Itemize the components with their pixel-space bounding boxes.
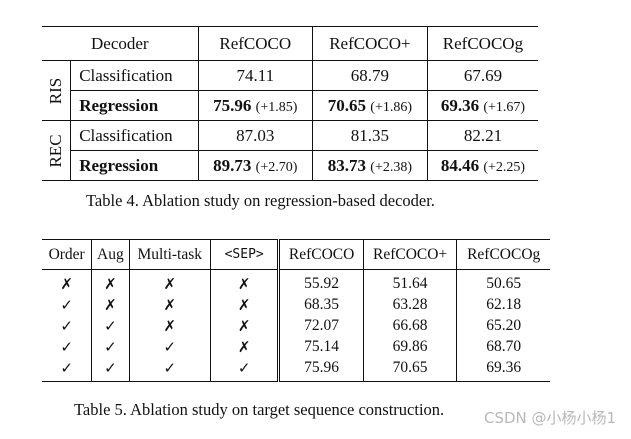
- table-cell: ✓: [42, 357, 93, 382]
- table-cell: 67.69: [427, 60, 538, 91]
- table-row: ✓ ✗ ✗ ✗ 68.35 63.28 62.18: [42, 294, 550, 315]
- table-cell: ✓: [129, 336, 211, 357]
- table-cell: 68.35: [278, 294, 364, 315]
- table-row: REC Classification 87.03 81.35 82.21: [42, 120, 538, 181]
- table-cell: 65.20: [486, 316, 522, 334]
- table-cell: 75.96 (+1.85): [198, 90, 313, 121]
- table-cell: ✗: [210, 269, 281, 294]
- table-4: Decoder RefCOCO RefCOCO+ RefCOCOg RIS Cl…: [42, 26, 538, 181]
- table-row: ✓ ✓ ✗ ✗ 72.07 66.68 65.20: [42, 315, 550, 336]
- table-cell: ✓: [129, 357, 211, 382]
- table-cell: 69.36: [486, 358, 522, 376]
- col-header-order: Order: [42, 239, 93, 270]
- col-header-multi-task: Multi-task: [129, 239, 211, 270]
- table-cell: 74.11: [198, 60, 313, 91]
- group-label-rec: REC: [42, 120, 72, 181]
- table-4-caption: Table 4. Ablation study on regression-ba…: [86, 191, 435, 210]
- table-5-header-row: Order Aug Multi-task <SEP> RefCOCO RefCO…: [42, 239, 550, 270]
- table-cell: 68.70: [486, 337, 522, 355]
- table-cell: ✗: [91, 269, 130, 294]
- row-label: Classification: [70, 120, 199, 151]
- table-cell: ✓: [42, 294, 93, 315]
- watermark: CSDN @小杨小杨1: [484, 409, 617, 427]
- decoder-header: Decoder: [42, 26, 199, 61]
- table-cell: 83.73 (+2.38): [312, 150, 428, 181]
- table-row: ✓ ✓ ✓ ✓ 75.96 70.65 69.36: [42, 357, 550, 382]
- table-row: ✗ ✗ ✗ ✗ 55.92 51.64 50.65: [42, 269, 550, 294]
- row-label: Regression: [70, 150, 199, 181]
- table-4-header-row: Decoder RefCOCO RefCOCO+ RefCOCOg: [42, 26, 538, 61]
- table-row: RIS Classification 74.11 68.79 67.69: [42, 60, 538, 121]
- table-5-caption: Table 5. Ablation study on target sequen…: [74, 400, 445, 419]
- table-row: ✓ ✓ ✓ ✗ 75.14 69.86 68.70: [42, 336, 550, 357]
- table-cell: 72.07: [278, 315, 364, 336]
- table-cell: 62.18: [486, 295, 522, 313]
- col-header-aug: Aug: [91, 239, 130, 270]
- table-cell: ✗: [129, 269, 211, 294]
- table-cell: 68.79: [312, 60, 428, 91]
- table-cell: ✗: [210, 315, 281, 336]
- table-5: Order Aug Multi-task <SEP> RefCOCO RefCO…: [42, 239, 550, 382]
- table-cell: ✗: [210, 336, 281, 357]
- table-row: Regression 75.96 (+1.85) 70.65 (+1.86) 6…: [42, 90, 538, 121]
- table-cell: ✗: [129, 294, 211, 315]
- table-cell: 82.21: [427, 120, 538, 151]
- table-cell: ✗: [210, 294, 281, 315]
- table-cell: 89.73 (+2.70): [198, 150, 313, 181]
- col-header-refcoco: RefCOCO: [198, 26, 313, 61]
- col-header-refcoco-plus: RefCOCO+: [363, 239, 458, 270]
- table-cell: 51.64: [363, 269, 458, 294]
- table-cell: 66.68: [363, 315, 458, 336]
- group-label-ris: RIS: [42, 60, 72, 121]
- col-header-refcocog: RefCOCOg: [456, 239, 550, 270]
- table-cell: ✓: [91, 315, 130, 336]
- col-header-refcoco-plus: RefCOCO+: [312, 26, 428, 61]
- table-cell: ✓: [91, 357, 130, 382]
- col-header-refcoco: RefCOCO: [278, 239, 364, 270]
- table-cell: ✗: [129, 315, 211, 336]
- col-header-refcocog: RefCOCOg: [427, 26, 538, 61]
- table-row: Regression 89.73 (+2.70) 83.73 (+2.38) 8…: [42, 150, 538, 181]
- table-cell: 84.46 (+2.25): [440, 155, 526, 175]
- row-label: Regression: [70, 90, 199, 121]
- table-cell: 75.14: [278, 336, 364, 357]
- table-cell: 70.65: [363, 357, 458, 382]
- table-cell: ✓: [91, 336, 130, 357]
- table-cell: 50.65: [486, 274, 522, 292]
- table-cell: ✓: [42, 336, 93, 357]
- table-cell: 87.03: [198, 120, 313, 151]
- col-header-sep: <SEP>: [210, 239, 281, 270]
- table-cell: 63.28: [363, 294, 458, 315]
- table-cell: ✗: [42, 269, 93, 294]
- table-cell: 69.36 (+1.67): [427, 90, 538, 121]
- table-cell: ✓: [42, 315, 93, 336]
- row-label: Classification: [70, 60, 199, 91]
- table-cell: 69.86: [363, 336, 458, 357]
- table-cell: 81.35: [312, 120, 428, 151]
- table-cell: 70.65 (+1.86): [312, 90, 428, 121]
- table-cell: 75.96: [278, 357, 364, 382]
- table-cell: ✓: [210, 357, 281, 382]
- table-cell: ✗: [91, 294, 130, 315]
- table-cell: 55.92: [278, 269, 364, 294]
